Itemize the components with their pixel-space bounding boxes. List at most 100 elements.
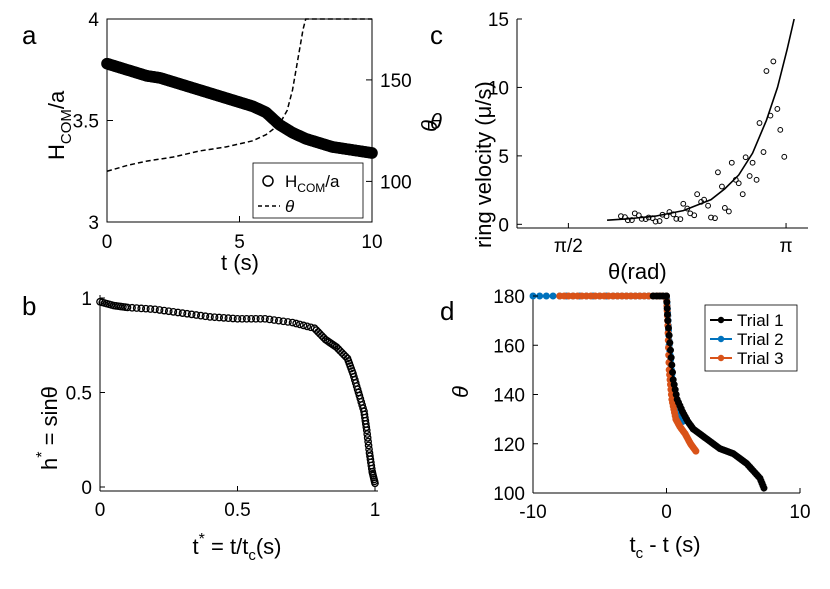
velocity-point	[712, 215, 718, 222]
panel-a-ytick-label: 3	[88, 213, 99, 234]
hstar-point	[256, 314, 265, 323]
legend-marker	[717, 335, 725, 343]
trial-point	[665, 331, 673, 339]
panel-letter-b: b	[22, 291, 36, 321]
hstar-point	[292, 319, 301, 328]
hstar-point	[132, 304, 141, 312]
velocity-point	[691, 212, 698, 219]
hstar-point	[362, 426, 371, 435]
panel-d-ticks: -10 0 10 100 120 140 160 180	[493, 287, 810, 523]
velocity-point	[774, 106, 781, 112]
trial-point	[692, 447, 700, 455]
hstar-point	[137, 304, 146, 313]
hstar-point	[141, 304, 150, 313]
panel-b-ylabel: h* = sinθ	[34, 386, 62, 470]
panel-c-ytick-label: 10	[488, 78, 509, 99]
panel-c-xlabel: θ(rad)	[608, 259, 667, 284]
panel-c: π/2 π 0 5 10 15 θ(rad) ring velocity (μ/s) θ	[417, 10, 808, 284]
velocity-point	[763, 68, 770, 74]
legend-entry-hcom: HCOM/a	[285, 172, 340, 195]
velocity-point	[721, 204, 728, 211]
panel-letter-a: a	[22, 20, 37, 50]
hstar-point	[183, 309, 191, 318]
panel-a: 0 5 10 3 3.5 4 100 150 t (s) HCOM/a θ HCOM/a θ	[44, 10, 442, 275]
hstar-point	[164, 307, 173, 316]
fit-curve	[607, 18, 795, 222]
hstar-point	[224, 314, 233, 323]
trial-point	[667, 346, 675, 354]
velocity-point	[705, 202, 711, 209]
hstar-point	[123, 303, 132, 312]
legend-entry-theta: θ	[285, 197, 295, 216]
velocity-point	[673, 215, 680, 222]
velocity-point	[742, 154, 749, 161]
hstar-point	[219, 313, 228, 322]
panel-d: -10 0 10 100 120 140 160 180 tc - t (s) θ Trial…	[448, 287, 811, 562]
hstar-point	[146, 305, 155, 313]
velocity-point	[638, 215, 645, 222]
panel-b-xtick-label: 1	[370, 500, 381, 521]
hstar-point	[303, 322, 312, 331]
panel-c-ylabel-left: θ	[417, 120, 442, 132]
velocity-point	[753, 176, 760, 183]
panel-b-marks	[96, 297, 379, 488]
legend-marker	[717, 316, 725, 324]
hstar-point	[242, 314, 251, 323]
trial-point	[668, 361, 676, 369]
hstar-point	[288, 318, 297, 327]
hstar-point	[174, 308, 182, 317]
velocity-point	[746, 173, 753, 179]
velocity-point	[749, 159, 756, 166]
panel-a-xtick-label: 10	[361, 232, 382, 253]
hstar-point	[299, 321, 308, 330]
panel-a-xtick-label: 5	[234, 232, 245, 253]
panel-a-y2tick-label: 100	[380, 172, 412, 193]
trial-point	[549, 292, 557, 300]
hstar-point	[169, 308, 178, 316]
trial-point	[542, 292, 550, 300]
panel-c-xtick-label: π	[779, 236, 792, 257]
velocity-point	[735, 180, 742, 187]
trial-point	[664, 317, 672, 325]
panel-a-ylabel: HCOM/a	[44, 90, 75, 160]
legend-entry-trial: Trial 2	[737, 330, 784, 349]
panel-b-xlabel: t* = t/tc(s)	[193, 531, 282, 564]
trial-point	[666, 339, 674, 347]
hstar-point	[284, 318, 292, 326]
panel-c-ylabel: ring velocity (μ/s)	[471, 81, 496, 248]
hstar-point	[363, 434, 372, 442]
hstar-point	[367, 464, 376, 473]
legend-circle-marker	[262, 175, 274, 187]
hstar-point	[295, 320, 304, 329]
panel-c-ytick-label: 0	[498, 215, 509, 236]
velocity-point	[677, 216, 684, 223]
trial-point	[665, 324, 673, 332]
panel-a-xtick-label: 0	[102, 232, 113, 253]
hstar-point	[215, 313, 224, 322]
panel-c-ytick-label: 15	[488, 10, 509, 31]
legend-entry-trial: Trial 3	[737, 349, 784, 368]
hstar-point	[196, 311, 205, 320]
velocity-point	[624, 217, 631, 224]
hstar-point	[192, 311, 201, 319]
panel-d-xtick-label: -10	[519, 502, 546, 523]
velocity-point	[694, 191, 701, 198]
panel-c-marks	[607, 18, 795, 225]
hstar-point	[178, 309, 187, 317]
panel-b-ytick-label: 1	[81, 289, 92, 310]
velocity-point	[708, 214, 714, 221]
hstar-point	[229, 314, 237, 323]
panel-a-ticks: 0 5 10 3 3.5 4 100 150	[73, 10, 412, 253]
panel-d-ytick-label: 140	[493, 386, 525, 407]
hstar-point	[363, 430, 372, 438]
panel-a-y2tick-label: 150	[380, 71, 412, 92]
panel-c-ytick-label: 5	[498, 147, 509, 168]
panel-d-ytick-label: 160	[493, 336, 525, 357]
trial-point	[663, 292, 670, 300]
velocity-point	[656, 218, 663, 224]
hcom-point	[366, 147, 378, 159]
hstar-point	[187, 310, 196, 319]
velocity-point	[781, 153, 788, 160]
hstar-point	[160, 306, 169, 315]
legend-entry-trial: Trial 1	[737, 311, 784, 330]
